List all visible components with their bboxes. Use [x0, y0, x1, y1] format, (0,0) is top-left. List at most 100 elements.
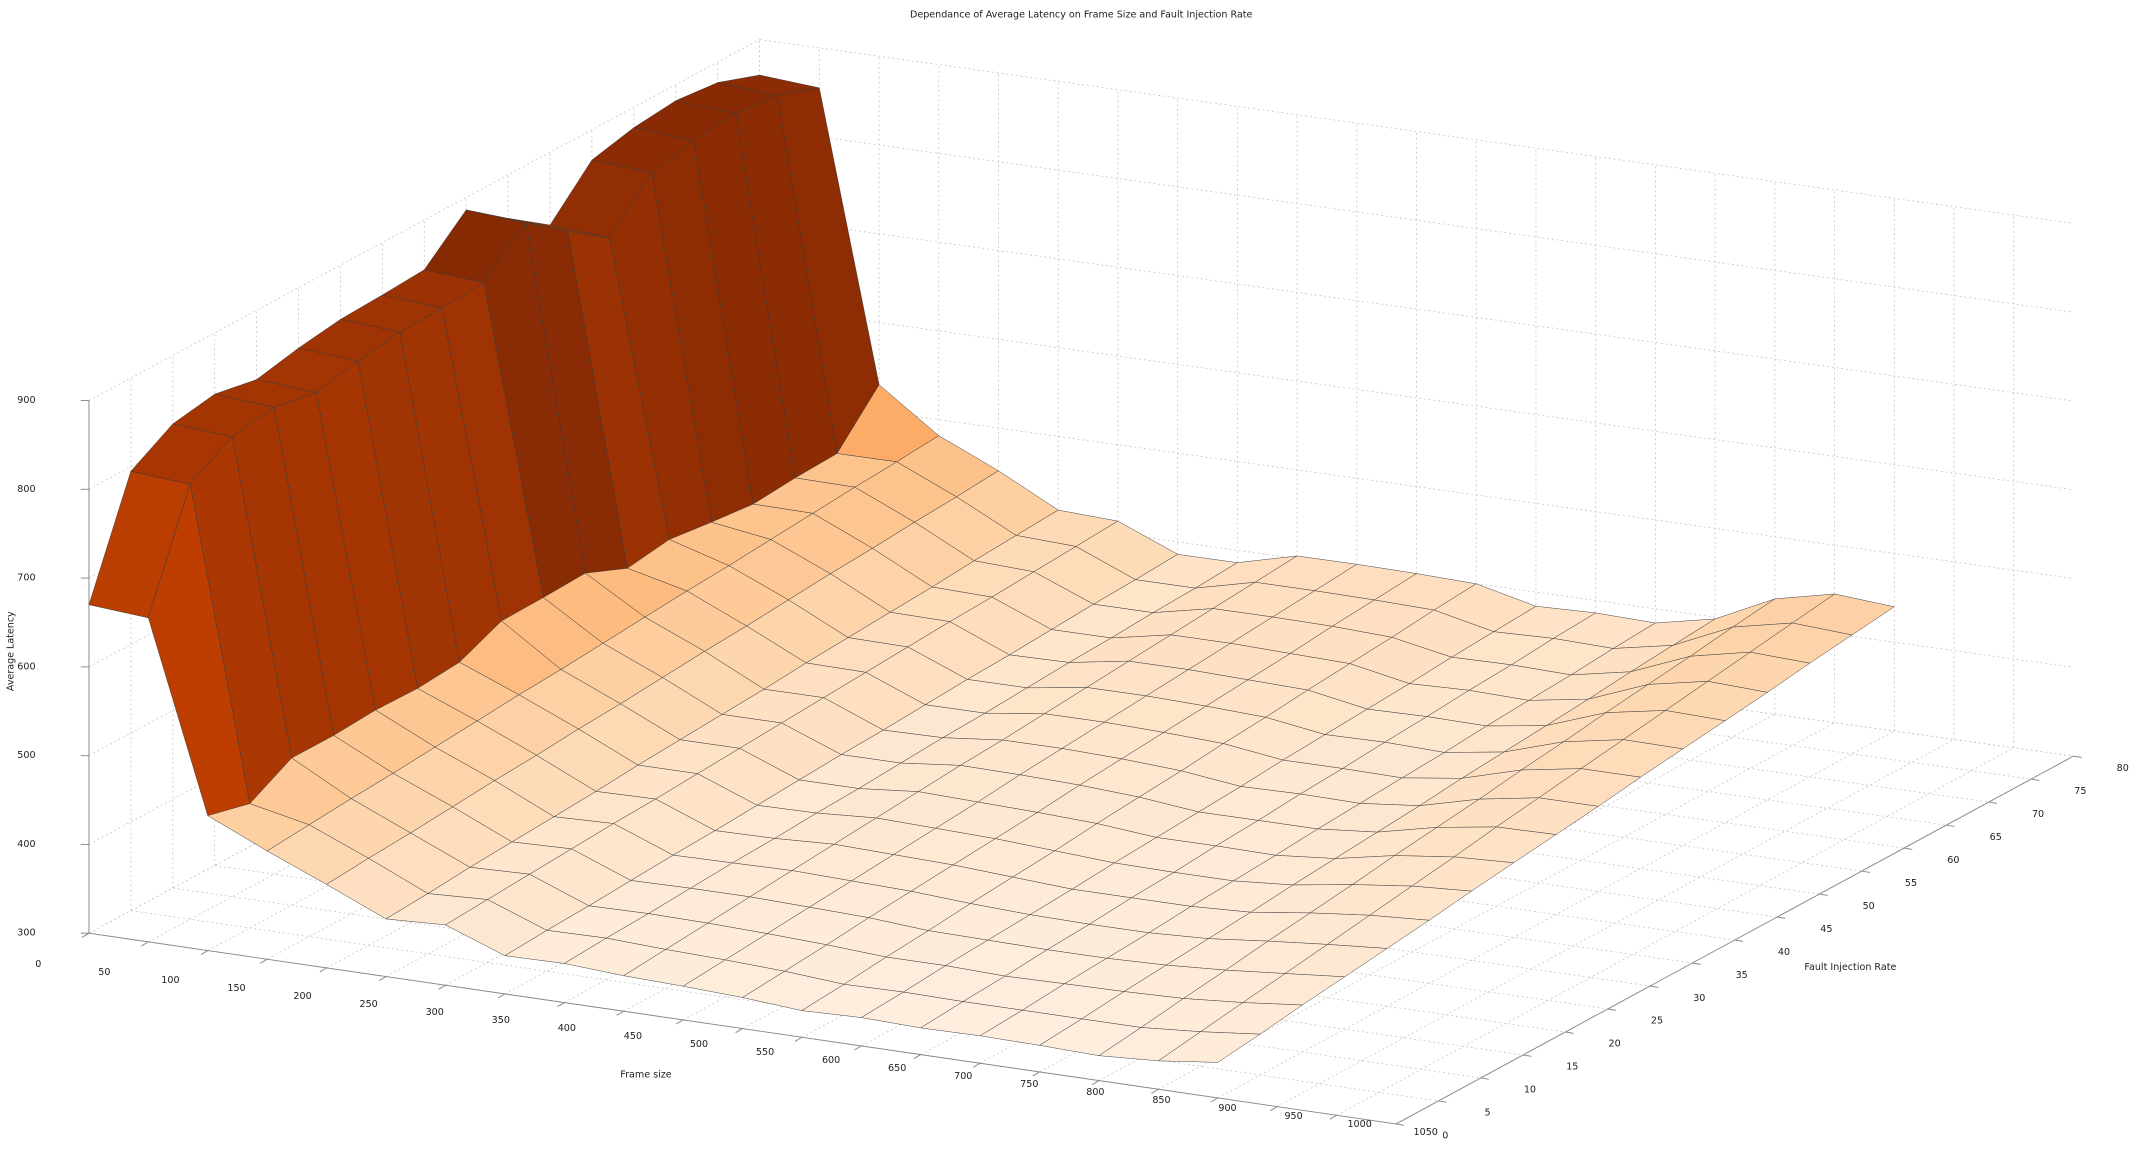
x-tick-label: 550 [756, 1047, 774, 1058]
grid-line [759, 127, 2074, 313]
x-tick-label: 1000 [1347, 1119, 1371, 1130]
y-tick-label: 20 [1609, 1039, 1621, 1050]
y-tick-label: 10 [1524, 1085, 1536, 1096]
y-tick [2031, 778, 2040, 781]
x-tick-label: 350 [492, 1015, 510, 1026]
grid-line [759, 394, 2074, 579]
y-tick-label: 30 [1693, 993, 1705, 1004]
y-tick-label: 75 [2074, 786, 2086, 797]
chart-title: Dependance of Average Latency on Frame S… [910, 9, 1253, 20]
y-tick [1988, 801, 1998, 804]
y-tick-label: 80 [2117, 763, 2129, 774]
x-tick-label: 100 [161, 975, 179, 986]
z-tick-label: 600 [17, 661, 35, 672]
x-tick [1151, 1088, 1159, 1094]
x-tick-label: 850 [1152, 1095, 1170, 1106]
y-tick [1480, 1077, 1489, 1080]
x-tick [1210, 1097, 1219, 1103]
x-tick [141, 941, 149, 947]
z-axis-title: Average Latency [5, 611, 16, 691]
y-tick-label: 60 [1947, 855, 1959, 866]
x-tick [913, 1054, 921, 1060]
x-tick [616, 1010, 624, 1016]
y-tick-label: 15 [1566, 1062, 1578, 1073]
y-tick [1607, 1008, 1616, 1011]
x-tick-label: 800 [1086, 1087, 1104, 1098]
y-tick [1904, 847, 1913, 850]
x-tick-label: 0 [35, 959, 41, 970]
x-tick-label: 600 [822, 1055, 840, 1066]
x-tick-label: 400 [558, 1023, 576, 1034]
y-tick [1861, 870, 1871, 873]
y-tick-label: 70 [2032, 809, 2044, 820]
grid-line [1336, 747, 2014, 1116]
x-tick [378, 976, 387, 982]
x-tick [260, 958, 268, 964]
x-tick [854, 1045, 862, 1051]
x-tick-label: 250 [360, 999, 378, 1010]
x-tick-label: 50 [98, 967, 110, 978]
x-tick [1329, 1114, 1337, 1120]
x-tick-label: 300 [426, 1007, 444, 1018]
x-tick [1091, 1080, 1100, 1086]
y-tick-label: 50 [1863, 901, 1875, 912]
y-tick-label: 5 [1485, 1108, 1491, 1119]
x-tick-label: 1050 [1414, 1127, 1438, 1138]
y-tick [2073, 755, 2082, 758]
x-tick-label: 700 [954, 1071, 972, 1082]
y-tick [1946, 824, 1955, 827]
x-tick [794, 1036, 803, 1042]
surface-face [1158, 1031, 1261, 1063]
grid-line [1217, 730, 1895, 1099]
y-tick-label: 45 [1820, 924, 1832, 935]
y-tick [1395, 1123, 1405, 1126]
x-tick-label: 900 [1218, 1103, 1236, 1114]
x-tick-label: 500 [690, 1039, 708, 1050]
z-tick-label: 700 [17, 573, 35, 584]
y-tick-label: 25 [1651, 1016, 1663, 1027]
grid-line [759, 216, 2074, 402]
x-tick [675, 1019, 684, 1025]
x-axis-title: Frame size [620, 1069, 672, 1080]
y-tick [1565, 1031, 1574, 1034]
y-tick-label: 40 [1778, 947, 1790, 958]
x-axis [88, 932, 1397, 1125]
x-tick-label: 650 [888, 1063, 906, 1074]
y-tick [1734, 939, 1744, 942]
x-tick-label: 950 [1284, 1111, 1302, 1122]
grid-line [759, 39, 2074, 224]
z-tick-label: 400 [17, 839, 35, 850]
x-tick [973, 1062, 981, 1068]
y-tick [1649, 985, 1659, 988]
x-tick [497, 993, 506, 999]
y-tick [1692, 962, 1701, 965]
y-tick [1438, 1100, 1447, 1103]
x-tick-label: 150 [227, 983, 245, 994]
x-tick [557, 1002, 565, 1008]
z-tick-label: 900 [17, 395, 35, 406]
y-tick-label: 65 [1990, 832, 2002, 843]
x-tick [81, 932, 90, 938]
y-tick-label: 55 [1905, 878, 1917, 889]
grid-line [759, 305, 2074, 491]
grid-line [1276, 739, 1955, 1107]
y-tick-label: 0 [1442, 1131, 1448, 1142]
z-tick-label: 500 [17, 750, 35, 761]
z-tick-label: 800 [17, 484, 35, 495]
y-tick-label: 35 [1736, 970, 1748, 981]
x-tick [438, 984, 446, 990]
y-tick [1776, 916, 1786, 919]
x-tick [319, 967, 327, 973]
x-tick-label: 750 [1020, 1079, 1038, 1090]
y-tick [1819, 893, 1828, 896]
y-axis-title: Fault Injection Rate [1804, 962, 1896, 973]
x-tick [735, 1028, 743, 1034]
x-tick [1032, 1071, 1040, 1077]
z-tick-label: 300 [17, 928, 35, 939]
x-tick [1270, 1106, 1278, 1112]
x-tick-label: 200 [293, 991, 311, 1002]
y-tick [1522, 1054, 1532, 1057]
x-tick [200, 950, 209, 956]
